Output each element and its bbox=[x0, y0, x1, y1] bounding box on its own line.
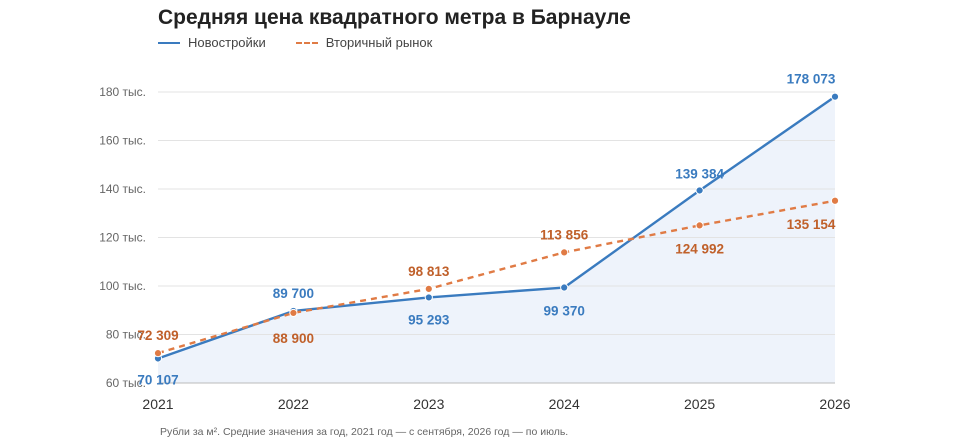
legend-item-new-buildings: Новостройки bbox=[158, 35, 266, 50]
footnote: Рубли за м². Средние значения за год, 20… bbox=[160, 426, 569, 438]
data-point-secondary-market bbox=[560, 248, 569, 257]
x-tick-label: 2021 bbox=[142, 396, 173, 412]
y-tick-label: 60 тыс. bbox=[106, 376, 146, 390]
data-point-secondary-market bbox=[424, 284, 433, 293]
x-tick-label: 2025 bbox=[684, 396, 715, 412]
data-point-secondary-market bbox=[695, 221, 704, 230]
data-label-new-buildings: 139 384 bbox=[675, 166, 724, 181]
area-new-buildings bbox=[158, 96, 835, 383]
data-point-secondary-market bbox=[830, 196, 840, 205]
data-label-new-buildings: 89 700 bbox=[273, 286, 314, 301]
data-label-new-buildings: 95 293 bbox=[408, 312, 450, 327]
x-tick-label: 2023 bbox=[413, 396, 444, 412]
x-tick-label: 2024 bbox=[549, 396, 580, 412]
legend-swatch-new-buildings bbox=[158, 41, 180, 44]
data-point-new-buildings bbox=[424, 293, 433, 302]
data-label-secondary-market: 98 813 bbox=[408, 264, 450, 279]
legend-label-secondary-market: Вторичный рынок bbox=[325, 35, 433, 50]
data-label-secondary-market: 72 309 bbox=[137, 328, 178, 343]
data-label-secondary-market: 113 856 bbox=[540, 227, 589, 242]
data-label-new-buildings: 70 107 bbox=[137, 372, 178, 387]
series-line-new-buildings bbox=[157, 95, 836, 360]
data-label-new-buildings: 178 073 bbox=[787, 72, 836, 87]
y-tick-label: 140 тыс. bbox=[99, 182, 146, 196]
data-label-secondary-market: 124 992 bbox=[675, 241, 724, 256]
y-tick-label: 100 тыс. bbox=[99, 279, 146, 293]
y-tick-label: 160 тыс. bbox=[99, 134, 146, 148]
data-point-new-buildings bbox=[560, 283, 569, 292]
data-label-new-buildings: 99 370 bbox=[544, 304, 585, 319]
x-tick-label: 2022 bbox=[278, 396, 309, 412]
data-point-new-buildings bbox=[830, 92, 840, 101]
y-tick-label: 180 тыс. bbox=[99, 85, 146, 99]
legend-item-secondary-market: Вторичный рынок bbox=[295, 35, 433, 50]
data-point-new-buildings bbox=[695, 186, 704, 195]
y-tick-label: 120 тыс. bbox=[99, 231, 146, 245]
data-point-secondary-market bbox=[289, 308, 298, 318]
data-label-secondary-market: 88 900 bbox=[273, 331, 314, 346]
data-point-secondary-market bbox=[153, 349, 163, 358]
y-tick-label: 80 тыс. bbox=[106, 328, 146, 342]
data-label-secondary-market: 135 154 bbox=[787, 217, 836, 232]
x-tick-label: 2026 bbox=[819, 396, 850, 412]
chart-title: Средняя цена квадратного метра в Барнаул… bbox=[158, 6, 631, 29]
legend-label-new-buildings: Новостройки bbox=[188, 35, 266, 50]
legend-swatch-secondary-market bbox=[295, 41, 318, 44]
legend: Новостройки Вторичный рынок bbox=[158, 35, 432, 50]
